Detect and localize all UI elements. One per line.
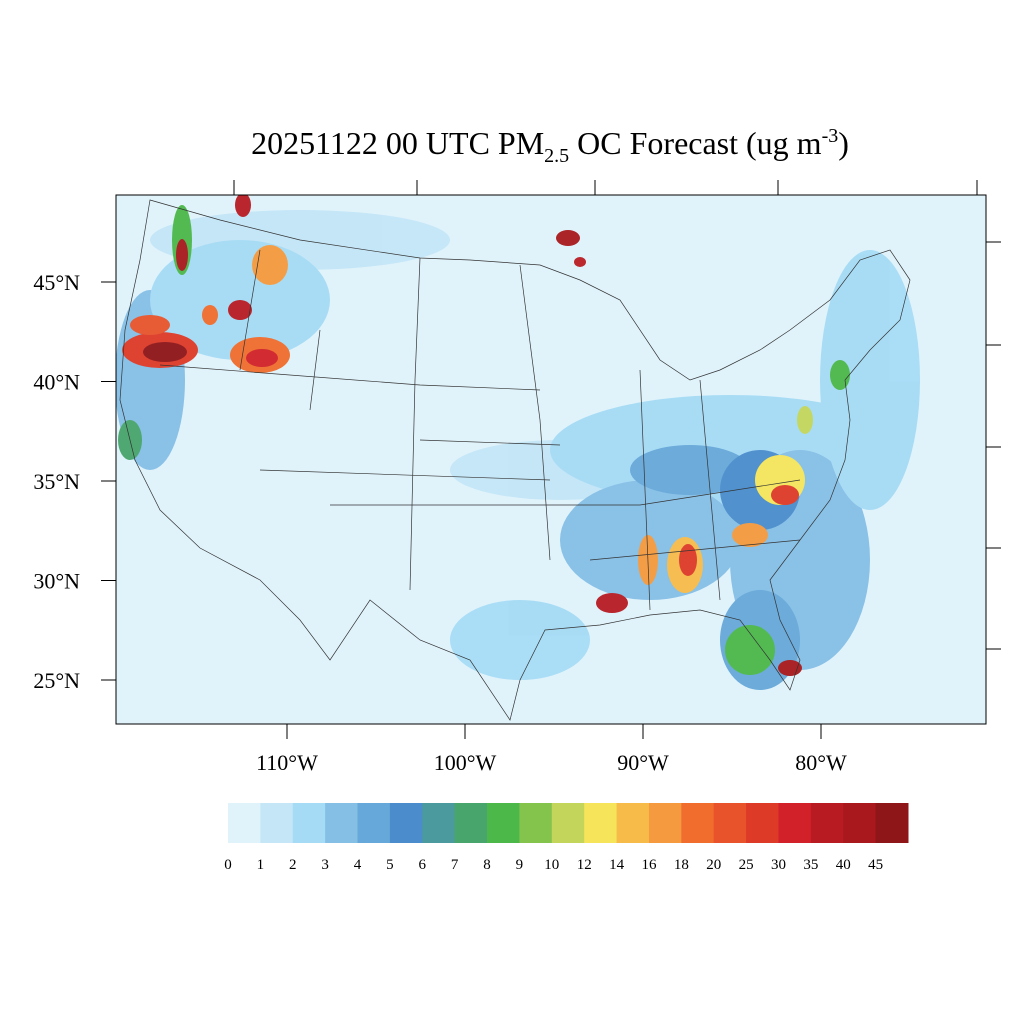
colorbar-label: 45 bbox=[868, 857, 883, 873]
colorbar-swatch bbox=[681, 803, 715, 843]
colorbar-swatch bbox=[713, 803, 747, 843]
colorbar-swatch bbox=[228, 803, 261, 843]
colorbar-swatch bbox=[551, 803, 585, 843]
colorbar-swatch bbox=[778, 803, 812, 843]
colorbar-swatch bbox=[260, 803, 294, 843]
lat-label: 25°N bbox=[33, 668, 80, 693]
colorbar-swatch bbox=[519, 803, 553, 843]
colorbar-swatch bbox=[325, 803, 359, 843]
lon-label: 80°W bbox=[795, 750, 847, 775]
map-field bbox=[115, 180, 1001, 725]
colorbar-swatch bbox=[843, 803, 877, 843]
colorbar-label: 1 bbox=[257, 857, 265, 873]
map-frame bbox=[115, 194, 987, 725]
title: 20251122 00 UTC PM2.5 OC Forecast (ug m-… bbox=[251, 125, 849, 167]
colorbar-label: 20 bbox=[706, 857, 721, 873]
colorbar-label: 14 bbox=[609, 857, 625, 873]
colorbar-label: 9 bbox=[516, 857, 524, 873]
colorbar-label: 5 bbox=[386, 857, 394, 873]
colorbar-swatch bbox=[357, 803, 391, 843]
title-subscript: 2.5 bbox=[544, 145, 569, 167]
colorbar-swatch bbox=[292, 803, 326, 843]
lat-label: 40°N bbox=[33, 370, 80, 395]
lon-label: 100°W bbox=[434, 750, 497, 775]
colorbar-swatch bbox=[746, 803, 779, 843]
colorbar-label: 18 bbox=[674, 857, 689, 873]
colorbar-label: 40 bbox=[836, 857, 851, 873]
colorbar-swatch bbox=[810, 803, 844, 843]
colorbar-swatch bbox=[648, 803, 682, 843]
colorbar-label: 12 bbox=[577, 857, 592, 873]
title-superscript: -3 bbox=[822, 125, 839, 147]
colorbar-label: 25 bbox=[739, 857, 754, 873]
colorbar-swatch bbox=[875, 803, 909, 843]
title-text: OC Forecast (ug m bbox=[569, 125, 822, 161]
colorbar-swatch bbox=[389, 803, 423, 843]
lat-label: 45°N bbox=[33, 270, 80, 295]
colorbar-label: 3 bbox=[321, 857, 329, 873]
colorbar-swatch bbox=[422, 803, 456, 843]
colorbar-label: 8 bbox=[483, 857, 491, 873]
colorbar-swatch bbox=[454, 803, 488, 843]
colorbar-label: 0 bbox=[224, 857, 232, 873]
colorbar-label: 7 bbox=[451, 857, 459, 873]
colorbar-label: 2 bbox=[289, 857, 297, 873]
lon-label: 90°W bbox=[617, 750, 669, 775]
colorbar-swatch bbox=[584, 803, 618, 843]
colorbar-label: 35 bbox=[803, 857, 818, 873]
axes-and-colorbar: 45°N 40°N 35°N 30°N 25°N 110°W 100°W 90°W 80°W 0 1… bbox=[33, 270, 909, 873]
title-text: ) bbox=[838, 125, 849, 161]
colorbar-label: 6 bbox=[419, 857, 427, 873]
colorbar-swatch bbox=[487, 803, 520, 843]
coastline bbox=[119, 199, 911, 721]
colorbar-swatch bbox=[616, 803, 650, 843]
lat-label: 30°N bbox=[33, 569, 80, 594]
lat-label: 35°N bbox=[33, 469, 80, 494]
colorbar-label: 4 bbox=[354, 857, 362, 873]
title-text: 20251122 00 UTC PM bbox=[251, 125, 544, 161]
frame-ticks bbox=[233, 180, 1001, 650]
colorbar-label: 16 bbox=[641, 857, 657, 873]
colorbar-label: 10 bbox=[544, 857, 559, 873]
lon-label: 110°W bbox=[256, 750, 318, 775]
colorbar-label: 30 bbox=[771, 857, 786, 873]
